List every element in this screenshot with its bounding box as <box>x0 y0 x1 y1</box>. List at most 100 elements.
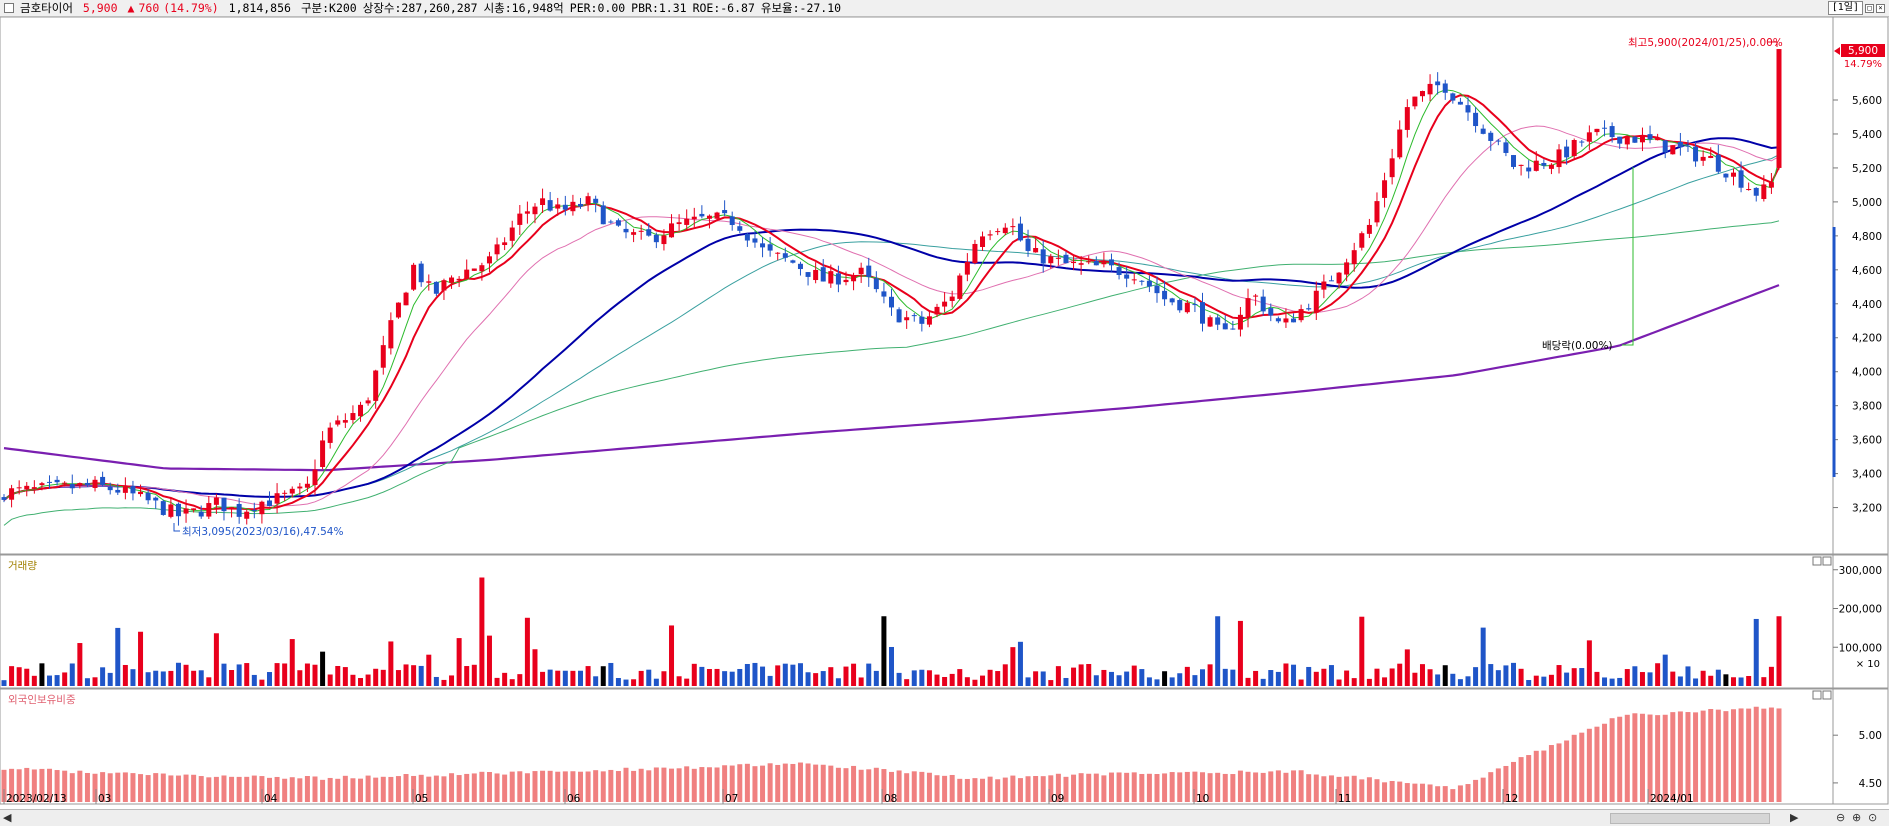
volume-bar <box>1495 670 1501 686</box>
scroll-left-icon[interactable]: ◀ <box>3 811 12 824</box>
foreign-bar <box>714 767 720 802</box>
candle-body <box>1655 137 1661 141</box>
volume-bar <box>1268 670 1274 686</box>
foreign-bar <box>1435 786 1441 802</box>
foreign-bar <box>577 771 583 802</box>
foreign-bar <box>585 771 591 802</box>
x-tick-label: 04 <box>264 793 278 805</box>
volume-bar <box>494 677 500 686</box>
foreign-bar <box>494 773 500 802</box>
volume-bar <box>145 672 151 686</box>
volume-bar <box>274 663 280 686</box>
foreign-bar <box>1374 779 1380 802</box>
bottom-scrollbar[interactable]: ◀ ▶ ⊖ ⊕ ⊙ <box>0 809 1889 826</box>
volume-bar <box>1404 649 1410 686</box>
volume-bar <box>714 668 720 686</box>
foreign-bar <box>198 776 204 802</box>
x-tick-label: 09 <box>1051 793 1064 805</box>
volume-bar <box>1086 664 1092 686</box>
candle-body <box>213 497 219 505</box>
foreign-bar <box>297 778 303 802</box>
volume-bar <box>942 676 948 686</box>
volume-bar <box>244 663 250 686</box>
volume-bar <box>797 663 803 686</box>
candle-body <box>1526 167 1532 172</box>
candle-body <box>540 198 546 205</box>
volume-bar <box>828 667 834 686</box>
candle-body <box>1366 224 1372 234</box>
candle-body <box>964 261 970 275</box>
candle-body <box>995 231 1001 233</box>
candle-body <box>820 267 826 282</box>
period-button[interactable]: [1일] <box>1827 1 1863 15</box>
pbr-value: PBR:1.31 <box>631 1 687 15</box>
foreign-bar <box>153 773 159 802</box>
dividend-annotation: 배당락(0.00%) <box>1542 167 1634 352</box>
foreign-bar <box>1518 757 1524 802</box>
scroll-thumb[interactable] <box>1610 813 1770 824</box>
volume-panel-buttons[interactable] <box>1812 556 1832 566</box>
candle-body <box>957 275 963 299</box>
foreign-bar <box>31 769 37 802</box>
volume-bar <box>130 669 136 686</box>
volume-bar <box>198 670 204 686</box>
price-tick-label: 5,400 <box>1852 129 1882 141</box>
zoom-out-icon[interactable]: ⊖ <box>1836 811 1846 824</box>
close-icon[interactable]: × <box>1876 3 1885 13</box>
volume-bar <box>1237 620 1243 686</box>
zoom-in-icon[interactable]: ⊕ <box>1852 811 1862 824</box>
foreign-bar <box>1488 772 1494 802</box>
foreign-bar <box>631 770 637 802</box>
candle-body <box>494 244 500 255</box>
candle-body <box>1200 302 1206 324</box>
volume-bar <box>995 671 1001 686</box>
candle-body <box>1503 142 1509 153</box>
maximize-icon[interactable]: □ <box>1865 3 1874 13</box>
candle-body <box>524 211 530 214</box>
candle-body <box>1700 156 1706 161</box>
foreign-bar <box>752 766 758 802</box>
scroll-right-icon[interactable]: ▶ <box>1790 811 1799 824</box>
foreign-bar <box>1450 789 1456 802</box>
foreign-tick-label: 5.00 <box>1859 730 1882 742</box>
volume-bar <box>1344 670 1350 686</box>
candle-body <box>1685 145 1691 147</box>
volume-bar <box>479 577 485 686</box>
price-tick-label: 4,600 <box>1852 265 1882 277</box>
candle-body <box>1419 91 1425 97</box>
price-tick-label: 5,200 <box>1852 163 1882 175</box>
market-cap-value: 시총:16,948억 <box>483 1 564 15</box>
ma20-line <box>3 125 1780 507</box>
foreign-bar <box>942 775 948 802</box>
candle-body <box>1321 281 1327 290</box>
chart-canvas[interactable]: 5,600 5,400 5,200 5,000 4,800 4,600 4,400 4,200… <box>0 17 1889 809</box>
foreign-bar <box>1730 709 1736 802</box>
candle-body <box>1010 226 1016 228</box>
volume-bar <box>889 646 894 686</box>
candle-body <box>251 509 257 512</box>
foreign-bar <box>373 777 379 802</box>
volume-bar <box>1586 640 1592 686</box>
foreign-bar <box>1533 750 1539 802</box>
candle-body <box>896 309 902 323</box>
window-menu-icon[interactable] <box>4 3 14 13</box>
price-change-percent: (14.79%) <box>163 1 219 15</box>
candle-body <box>1351 250 1357 265</box>
volume-bar <box>972 679 978 686</box>
volume-bar <box>1055 666 1061 686</box>
foreign-bar <box>1624 714 1630 802</box>
volume-bar <box>524 617 530 686</box>
volume-bar <box>1503 665 1509 686</box>
candle-body <box>949 296 955 301</box>
low-annotation: 최저3,095(2023/03/16),47.54% <box>173 523 343 538</box>
volume-bar <box>441 679 447 686</box>
volume-unit: × 10 <box>1856 659 1880 670</box>
zoom-reset-icon[interactable]: ⊙ <box>1868 811 1878 824</box>
foreign-bar <box>1192 771 1198 802</box>
volume-bar <box>1753 618 1759 686</box>
foreign-panel-buttons[interactable] <box>1812 690 1832 700</box>
candle-body <box>206 503 212 517</box>
foreign-bar <box>1495 768 1501 802</box>
stock-name[interactable]: 금호타이어 <box>20 1 73 15</box>
candle-body <box>517 213 523 225</box>
